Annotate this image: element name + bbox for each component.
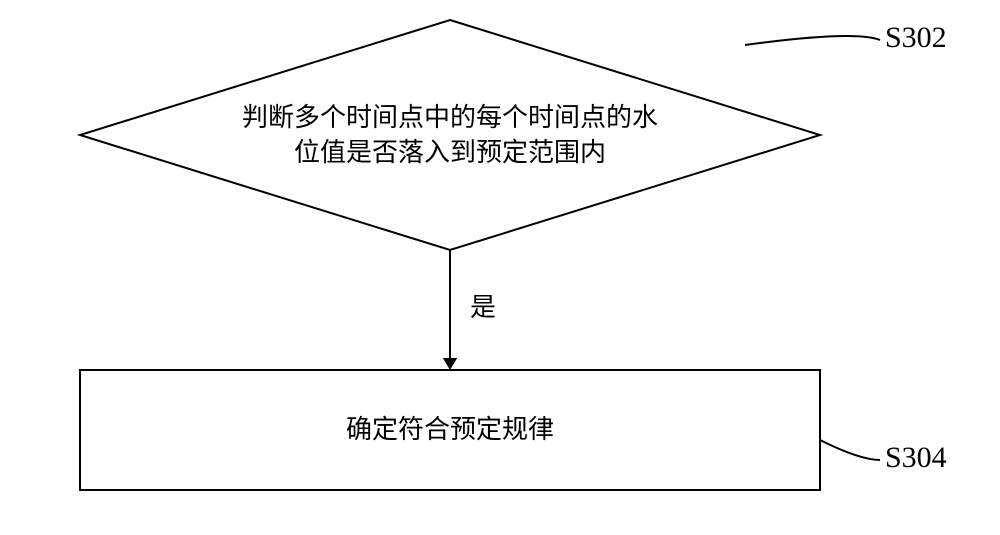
process-text: 确定符合预定规律 [346,415,554,444]
decision-diamond [80,20,820,250]
decision-text-line2: 位值是否落入到预定范围内 [294,138,606,167]
yes-edge-label: 是 [470,293,496,322]
process-ref-label: S304 [885,441,947,474]
yes-edge-arrowhead [443,358,457,370]
yes-edge: 是 [443,250,496,370]
process-node: 确定符合预定规律 [80,370,820,490]
flowchart-canvas: 判断多个时间点中的每个时间点的水 位值是否落入到预定范围内 S302 是 确定符… [0,0,1000,535]
decision-leader-line [745,36,880,45]
decision-text-line1: 判断多个时间点中的每个时间点的水 [242,103,658,132]
decision-node: 判断多个时间点中的每个时间点的水 位值是否落入到预定范围内 [80,20,820,250]
decision-ref-label: S302 [885,21,947,54]
process-leader-line [820,440,880,460]
